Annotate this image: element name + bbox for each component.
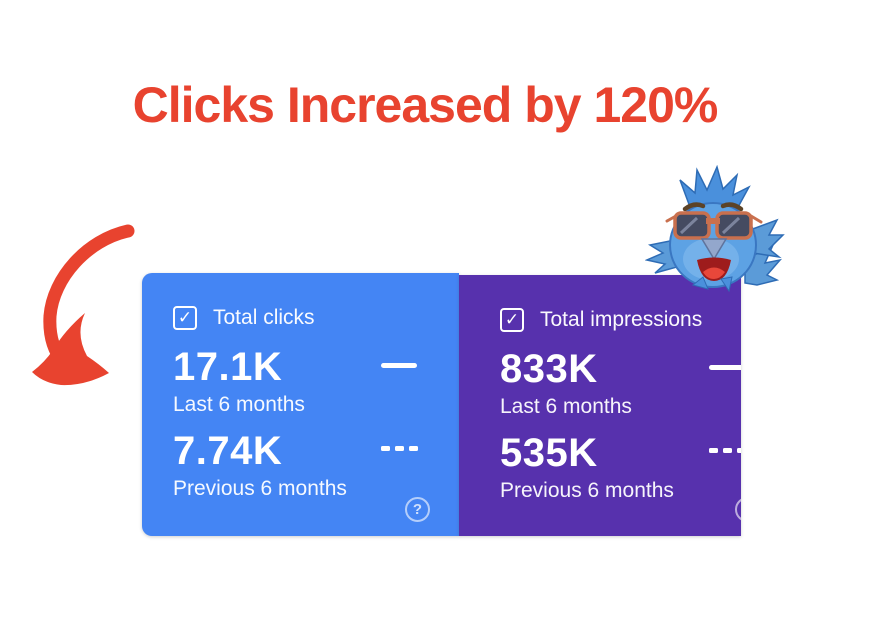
primary-metric-value: 17.1K (173, 345, 283, 389)
solid-line-legend-icon (709, 365, 741, 370)
dotted-line-legend-icon (381, 446, 418, 451)
headline: Clicks Increased by 120% (132, 77, 719, 133)
secondary-metric-value: 535K (500, 431, 598, 475)
secondary-metric-period: Previous 6 months (173, 477, 347, 500)
card-header: ✓ Total impressions (500, 308, 702, 332)
curved-arrow-icon (32, 224, 135, 386)
primary-metric-period: Last 6 months (500, 395, 632, 418)
secondary-metric-value: 7.74K (173, 429, 283, 473)
secondary-metric-period: Previous 6 months (500, 479, 674, 502)
primary-metric-period: Last 6 months (173, 393, 305, 416)
primary-metric-value: 833K (500, 347, 598, 391)
help-icon[interactable]: ? (735, 497, 741, 522)
card-total-clicks: ✓ Total clicks 17.1K Last 6 months 7.74K… (142, 273, 459, 536)
card-label[interactable]: Total impressions (540, 308, 703, 331)
dotted-line-legend-icon (709, 448, 741, 453)
checked-checkbox-icon[interactable]: ✓ (173, 306, 197, 330)
checked-checkbox-icon[interactable]: ✓ (500, 308, 524, 332)
help-icon[interactable]: ? (405, 497, 430, 522)
card-header: ✓ Total clicks (173, 306, 315, 330)
solid-line-legend-icon (381, 363, 417, 368)
card-label[interactable]: Total clicks (213, 306, 315, 329)
bird-mascot-icon (645, 165, 785, 293)
card-total-impressions: ✓ Total impressions 833K Last 6 months 5… (459, 275, 741, 536)
